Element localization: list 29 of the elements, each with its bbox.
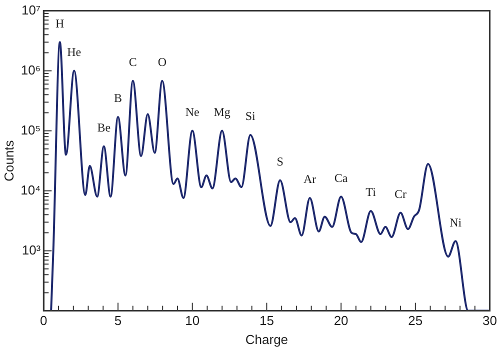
annotation: Ne (185, 104, 200, 119)
annotation: Ti (366, 185, 377, 200)
annotation: H (56, 16, 65, 30)
x-tick-label: 25 (408, 313, 423, 328)
annotation: Be (97, 120, 111, 135)
x-tick-label: 15 (259, 313, 274, 328)
x-tick-label: 0 (40, 313, 48, 328)
annotation: Si (245, 109, 256, 124)
annotation: He (67, 44, 82, 59)
annotation: Ar (303, 172, 316, 186)
x-axis-title: Charge (245, 332, 288, 347)
x-tick-label: 30 (482, 313, 498, 328)
annotation: Cr (394, 186, 407, 201)
y-tick-label: 10³ (22, 242, 42, 258)
x-tick-label: 5 (114, 313, 122, 328)
x-tick-label: 20 (334, 313, 348, 328)
annotation: S (276, 154, 284, 168)
annotation: B (114, 91, 122, 106)
y-tick-label: 10⁴ (20, 182, 41, 198)
y-tick-label: 10⁶ (20, 62, 41, 78)
annotation: O (158, 55, 167, 70)
annotation: Ca (334, 170, 348, 185)
x-tick-label: 10 (185, 313, 200, 328)
annotation: Ni (450, 215, 462, 230)
annotation: C (128, 55, 137, 70)
y-tick-label: 10⁵ (20, 122, 41, 138)
y-axis-title: Counts (1, 140, 16, 182)
annotation: Mg (214, 104, 230, 119)
y-tick-label: 10⁷ (21, 2, 41, 18)
